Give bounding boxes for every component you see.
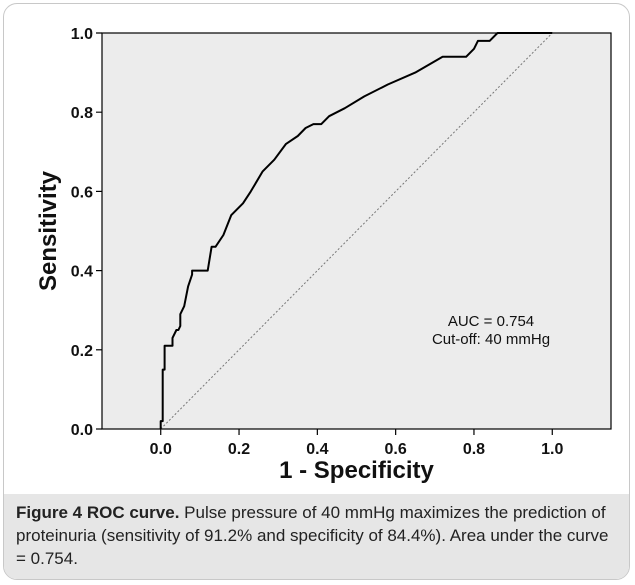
x-tick-label: 1.0 [541, 441, 563, 458]
x-tick-label: 0.4 [306, 441, 328, 458]
chart-svg: 0.0 0.2 0.4 0.6 0.8 1.0 0.0 0.2 0.4 0.6 0.8 1.0 AU… [35, 26, 612, 484]
y-tick-label: 0.2 [71, 343, 93, 360]
y-tick-label: 0.4 [71, 264, 93, 281]
caption-label: Figure 4 ROC curve. [16, 503, 180, 522]
x-tick-label: 0.8 [463, 441, 485, 458]
x-axis-label: 1 - Specificity [279, 457, 434, 484]
figure-caption: Figure 4 ROC curve. Pulse pressure of 40… [4, 494, 629, 579]
roc-curve-line [159, 32, 553, 429]
auc-annotation: AUC = 0.754 [448, 313, 534, 330]
cutoff-annotation: Cut-off: 40 mmHg [432, 331, 550, 348]
x-tick-label: 0.6 [385, 441, 407, 458]
y-tick-label: 0.0 [71, 422, 93, 439]
x-tick-label: 0.0 [150, 441, 172, 458]
figure-frame: 0.0 0.2 0.4 0.6 0.8 1.0 0.0 0.2 0.4 0.6 0.8 1.0 AU… [3, 3, 630, 580]
y-tick-label: 0.6 [71, 184, 93, 201]
caption-text: Pulse pressure of 40 mmHg maximizes the … [16, 503, 609, 568]
y-tick-label: 0.8 [71, 105, 93, 122]
reference-diagonal-line [160, 32, 553, 430]
plot-area [101, 32, 612, 430]
x-tick-label: 0.2 [228, 441, 250, 458]
roc-chart: 0.0 0.2 0.4 0.6 0.8 1.0 0.0 0.2 0.4 0.6 0.8 1.0 AU… [4, 4, 629, 494]
y-tick-label: 1.0 [71, 26, 93, 43]
y-axis-label: Sensitivity [35, 170, 62, 291]
